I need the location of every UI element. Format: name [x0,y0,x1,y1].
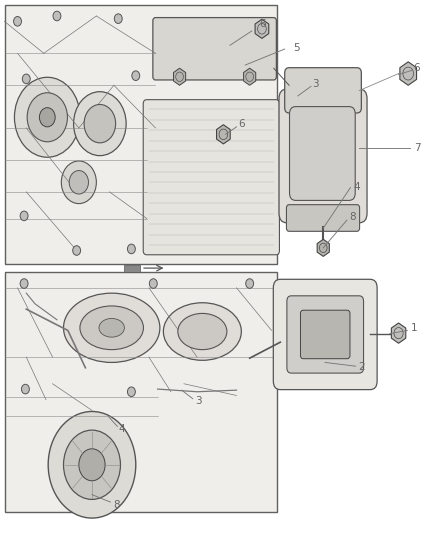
Text: 2: 2 [358,362,365,372]
Circle shape [14,17,21,26]
Circle shape [319,243,327,253]
Circle shape [403,67,413,80]
Text: 3: 3 [194,397,201,406]
FancyBboxPatch shape [286,205,360,231]
Circle shape [84,104,116,143]
Circle shape [48,411,136,518]
Polygon shape [317,239,329,256]
Circle shape [127,244,135,254]
Circle shape [114,14,122,23]
Circle shape [246,279,254,288]
Circle shape [149,279,157,288]
Circle shape [39,108,55,127]
Circle shape [132,71,140,80]
Circle shape [64,430,120,499]
FancyBboxPatch shape [153,18,276,80]
FancyBboxPatch shape [285,68,361,113]
Ellipse shape [64,293,160,362]
Polygon shape [173,68,186,85]
Bar [5,5,277,264]
Text: 1: 1 [410,323,417,333]
Circle shape [219,129,228,140]
Circle shape [176,72,184,82]
Circle shape [20,211,28,221]
FancyBboxPatch shape [287,296,364,373]
Circle shape [53,11,61,21]
FancyBboxPatch shape [143,100,279,255]
Circle shape [69,171,88,194]
Circle shape [20,279,28,288]
Text: 6: 6 [259,19,266,29]
Circle shape [394,328,403,338]
Ellipse shape [163,303,241,360]
Circle shape [61,161,96,204]
Text: 5: 5 [293,43,300,53]
Polygon shape [255,19,269,38]
Polygon shape [216,125,230,144]
FancyBboxPatch shape [279,89,367,223]
Circle shape [73,246,81,255]
Text: 7: 7 [413,143,420,153]
Polygon shape [392,323,406,343]
Circle shape [21,384,29,394]
FancyBboxPatch shape [300,310,350,359]
Circle shape [246,72,254,82]
Ellipse shape [178,313,227,350]
Bar [124,265,140,272]
Circle shape [14,77,80,157]
Polygon shape [400,62,417,85]
Circle shape [27,93,67,142]
Ellipse shape [99,318,124,337]
Polygon shape [244,68,256,85]
Bar [5,272,277,512]
Circle shape [79,449,105,481]
Circle shape [74,92,126,156]
Text: 4: 4 [353,182,360,191]
Circle shape [258,23,266,34]
Circle shape [22,74,30,84]
Text: 8: 8 [113,500,120,510]
Text: 8: 8 [349,213,356,222]
Text: 6: 6 [413,63,420,73]
Text: 6: 6 [238,119,245,128]
Circle shape [127,387,135,397]
Text: 3: 3 [312,79,319,89]
Text: 4: 4 [118,424,125,434]
FancyBboxPatch shape [290,107,355,200]
Ellipse shape [80,306,143,350]
FancyBboxPatch shape [273,279,377,390]
